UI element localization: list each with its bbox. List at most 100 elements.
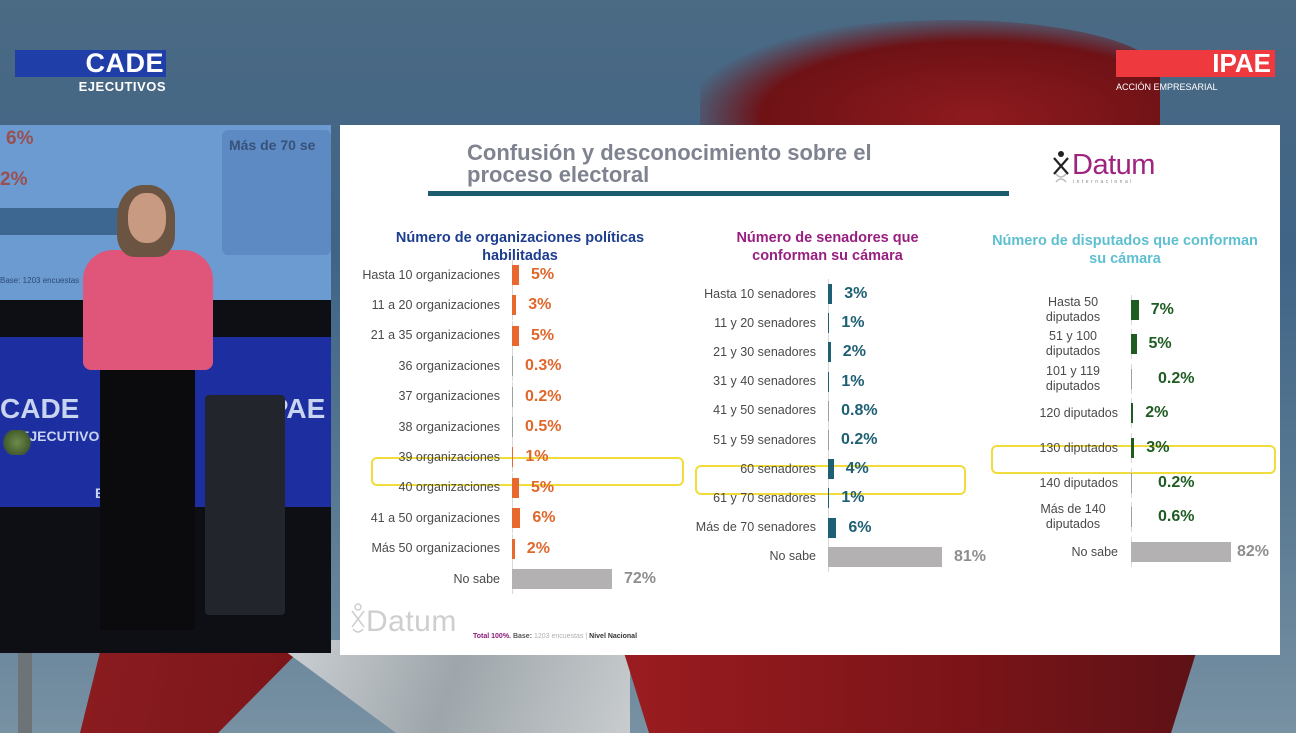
presentation-slide: Confusión y desconocimiento sobre el pro… [340, 125, 1280, 655]
chart-bar [828, 517, 837, 538]
chart-bar [1131, 507, 1132, 527]
chart-row-label: 140 diputados [1039, 475, 1118, 490]
chart-bar-no-sabe [1131, 542, 1231, 562]
chart-value-label: 81% [954, 547, 987, 565]
chart-value-label: 0.5% [525, 418, 562, 435]
backdrop-text: EJECUTIVOS [20, 428, 109, 444]
chart-value-label: 1% [841, 314, 865, 332]
datum-figure-icon [1053, 151, 1069, 183]
chart-row: Más 50 organizaciones 2% [340, 533, 1280, 564]
chart-value-label: 1% [525, 448, 549, 466]
datum-footer-figure-icon [351, 603, 365, 633]
chart-bar [828, 430, 829, 450]
chart-value-label: 0.2% [841, 431, 878, 448]
chart-row: No sabe 72% [340, 564, 1280, 594]
chart-bar [1131, 403, 1134, 423]
chart-bar-no-sabe [512, 569, 612, 589]
chart-value-label: 5% [531, 478, 555, 496]
chart-row: No sabe 81% [340, 541, 1280, 572]
chart-bar [1131, 473, 1132, 493]
chart-value-label: 0.2% [1158, 370, 1195, 387]
speaker-legs [100, 365, 195, 630]
datum-logo-sub: internacional [1073, 179, 1134, 185]
chart-row-label: 41 a 50 organizaciones [370, 510, 500, 525]
chart-title-diputados: Número de disputados que conforman su cá… [992, 233, 1258, 267]
backdrop-text: CADE [0, 393, 80, 424]
slide-title: Confusión y desconocimiento sobre el pro… [467, 142, 1027, 186]
chart-row-label: 31 y 40 senadores [713, 374, 816, 389]
chart-row: Hasta 50 diputados 7% [340, 295, 1280, 325]
chart-title-organizaciones: Número de organizaciones políticas habil… [395, 230, 645, 264]
chart-bar [512, 265, 519, 285]
stage-screen-text: 2% [0, 169, 28, 190]
chart-value-label: 2% [526, 539, 550, 557]
chart-row-label: No sabe [769, 549, 816, 564]
chart-row-label: No sabe [453, 571, 500, 586]
chart-row: 60 senadores 4% [340, 454, 1280, 485]
ipae-logo-main: IPAE [1116, 50, 1275, 77]
chart-bar [828, 400, 830, 421]
footer-base-value: 1203 encuestas [533, 633, 584, 640]
flag-pole [18, 640, 32, 733]
footer-note: Total 100%. Base: 1203 encuestas | Nivel… [473, 633, 637, 640]
title-underline [428, 191, 1009, 196]
stage-screen-bar [0, 208, 125, 235]
chart-row-label: 130 diputados [1039, 440, 1118, 455]
stage-screen-text: Más de 70 se [229, 137, 316, 153]
chart-bar [828, 459, 834, 480]
stage-screen-text: Base: 1203 encuestas [0, 276, 80, 285]
chart-value-label: 6% [532, 509, 556, 527]
chart-bar [828, 284, 833, 304]
chart-row: 39 organizaciones 1% [340, 442, 1280, 473]
chart-bar [828, 313, 830, 334]
chart-bar [828, 371, 830, 392]
chart-row-label: Más de 70 senadores [695, 520, 816, 535]
slide-title-line2: proceso electoral [467, 162, 650, 187]
cade-logo-main: CADE [15, 50, 166, 77]
chart-row-label: 101 y 119 diputados [1045, 364, 1101, 393]
chart-bar [1131, 369, 1132, 389]
chart-row-label: Más de 140 diputados [1040, 502, 1106, 531]
slide-title-line1: Confusión y desconocimiento sobre el [467, 140, 872, 165]
footer-total: Total 100%. [473, 633, 511, 640]
chart-bar [828, 342, 831, 363]
ipae-logo-sub: ACCIÓN EMPRESARIAL [1116, 82, 1218, 92]
chart-bar [512, 538, 515, 559]
datum-logo-text: Datum [1072, 149, 1155, 181]
chart-row: 51 y 59 senadores 0.2% [340, 425, 1280, 455]
chart-row: 31 y 40 senadores 1% [340, 366, 1280, 397]
chart-row-label: 60 senadores [740, 461, 816, 476]
chart-value-label: 5% [531, 266, 555, 283]
chart-row: Más de 70 senadores 6% [340, 512, 1280, 543]
chart-value-label: 0.2% [1158, 474, 1195, 491]
chart-row: 37 organizaciones 0.2% [340, 381, 1280, 412]
chart-bar [512, 295, 517, 316]
speaker-video-feed: 6% 2% Más de 70 se Base: 1203 encuestas … [0, 125, 331, 653]
chart-bar [512, 508, 521, 529]
chart-row-label: 120 diputados [1039, 405, 1118, 420]
chart-row: 120 diputados 2% [340, 398, 1280, 428]
chart-value-label: 72% [624, 570, 657, 587]
chart-value-label: 3% [1146, 439, 1170, 456]
chart-title-senadores: Número de senadores que conforman su cám… [736, 230, 919, 264]
highlight-box-39-organizaciones [371, 457, 684, 486]
chart-row-label: Hasta 10 senadores [704, 286, 816, 301]
chart-row: 41 a 50 organizaciones 6% [340, 503, 1280, 534]
chart-bar [512, 417, 513, 437]
chart-bar-no-sabe [828, 546, 942, 567]
chart-row-label: 51 y 100 diputados [1045, 329, 1101, 358]
speaker-torso [83, 250, 213, 370]
chart-row-label: 39 organizaciones [398, 449, 500, 464]
chart-row-label: 21 a 35 organizaciones [370, 328, 500, 343]
chart-row: 51 y 100 diputados 5% [340, 329, 1280, 359]
chart-row-label: Más 50 organizaciones [371, 541, 500, 556]
chart-value-label: 1% [841, 489, 865, 507]
footer-separator: | [585, 633, 588, 640]
chart-value-label: 0.8% [841, 401, 878, 419]
chart-row: 41 y 50 senadores 0.8% [340, 395, 1280, 426]
chart-bar [1131, 438, 1135, 458]
chart-row: 140 diputados 0.2% [340, 468, 1280, 498]
chart-bar [512, 477, 519, 498]
cade-logo: CADE EJECUTIVOS [15, 50, 166, 94]
chart-row: No sabe 82% [340, 537, 1280, 567]
